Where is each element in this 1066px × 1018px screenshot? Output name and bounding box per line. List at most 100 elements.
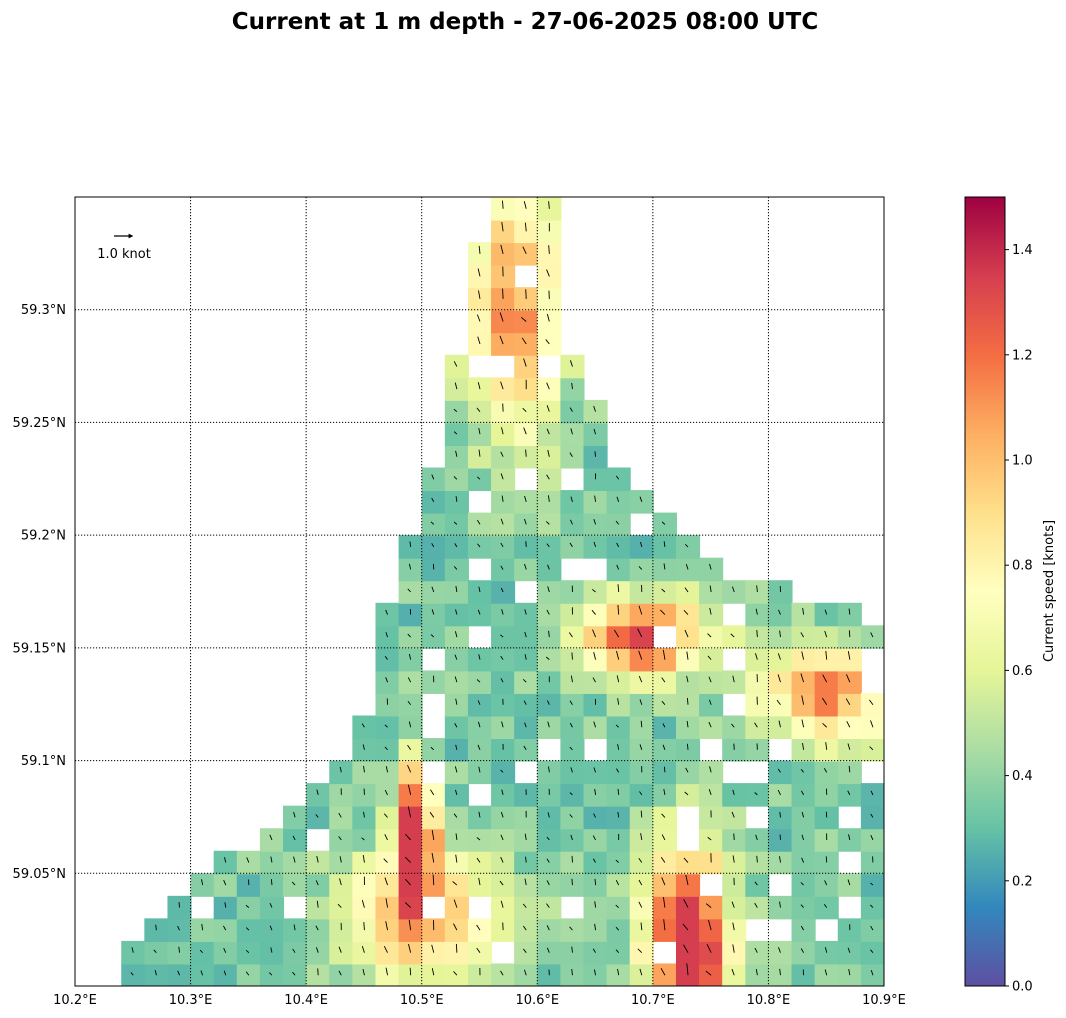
current-arrow — [453, 521, 458, 525]
current-arrow — [500, 381, 504, 390]
current-arrow — [404, 856, 411, 863]
current-arrow — [407, 764, 412, 773]
speed-cell — [352, 805, 377, 830]
speed-cell — [352, 850, 377, 875]
current-arrow — [707, 836, 712, 841]
current-arrow — [293, 856, 296, 863]
current-arrow — [684, 791, 689, 796]
current-arrow — [501, 789, 504, 796]
current-arrow — [615, 926, 620, 931]
current-arrow — [754, 902, 758, 908]
current-arrow — [569, 792, 573, 796]
current-arrow — [661, 834, 666, 841]
current-arrows — [130, 200, 874, 976]
current-arrow — [384, 655, 388, 660]
current-arrow — [384, 746, 388, 751]
current-arrow — [663, 541, 666, 547]
speed-cell — [444, 670, 469, 694]
colorbar-tick-label: 1.4 — [1012, 243, 1033, 258]
current-arrow — [384, 724, 388, 728]
speed-cell — [398, 850, 423, 875]
current-arrow — [453, 971, 458, 976]
current-arrow — [637, 948, 643, 954]
current-arrow — [546, 428, 550, 435]
current-arrow — [825, 650, 828, 660]
current-arrow — [546, 543, 550, 548]
current-arrow — [455, 585, 458, 593]
current-arrow — [571, 652, 573, 660]
current-arrow — [477, 519, 481, 525]
current-arrow — [661, 877, 666, 886]
current-arrow — [870, 882, 874, 886]
current-arrow — [407, 588, 411, 593]
current-arrow — [316, 947, 319, 953]
current-arrow — [269, 925, 273, 931]
current-arrow — [177, 925, 180, 931]
current-arrow — [545, 339, 550, 345]
y-tick-label: 59.2°N — [21, 529, 66, 544]
current-arrow — [615, 904, 619, 908]
current-arrow — [870, 632, 874, 638]
current-arrow — [454, 382, 458, 390]
plot-frame — [74, 196, 885, 987]
current-arrow — [684, 587, 689, 593]
current-arrow — [338, 836, 342, 841]
current-arrow — [778, 720, 781, 728]
x-tick-label: 10.6°E — [515, 993, 559, 1008]
current-arrow — [339, 766, 342, 773]
current-arrow — [662, 649, 666, 660]
current-arrow — [407, 633, 411, 638]
speed-cell — [398, 963, 423, 986]
current-arrow — [405, 833, 411, 841]
current-arrow — [640, 922, 643, 931]
current-arrow — [824, 609, 828, 615]
speed-cell — [398, 692, 423, 717]
current-arrow — [870, 720, 874, 728]
current-arrow — [500, 970, 504, 976]
current-arrow — [638, 901, 643, 908]
current-arrow — [430, 521, 435, 525]
current-arrow — [500, 518, 504, 525]
current-arrow — [754, 947, 758, 953]
current-arrow — [430, 634, 435, 638]
speed-cell — [444, 940, 469, 965]
current-arrow — [431, 968, 435, 976]
current-arrow — [846, 721, 851, 728]
current-arrow — [847, 947, 851, 953]
current-arrow — [870, 970, 874, 976]
current-arrow — [546, 858, 550, 863]
current-arrow — [640, 810, 643, 818]
current-arrow — [131, 947, 134, 953]
current-arrow — [707, 633, 712, 638]
current-arrow — [362, 968, 365, 976]
current-arrow — [431, 852, 435, 863]
current-arrow — [316, 789, 319, 795]
current-arrow — [545, 656, 550, 660]
current-arrow — [454, 766, 458, 773]
current-arrow — [476, 679, 481, 683]
current-arrow — [708, 721, 712, 728]
current-arrow — [524, 878, 527, 886]
current-arrow — [500, 655, 504, 660]
current-arrow — [547, 721, 550, 728]
current-arrow — [800, 882, 804, 886]
current-arrow — [594, 878, 597, 886]
current-arrow — [522, 407, 527, 412]
current-arrow — [592, 835, 596, 841]
current-arrow — [615, 724, 619, 728]
current-arrow — [613, 629, 620, 638]
current-arrow — [339, 856, 342, 863]
current-arrow — [848, 608, 851, 615]
current-arrow — [732, 922, 735, 931]
current-arrow — [708, 919, 712, 931]
current-arrow — [338, 970, 342, 976]
current-arrow — [616, 675, 620, 683]
current-arrow — [709, 585, 712, 593]
current-arrow — [453, 813, 458, 818]
current-arrow — [478, 721, 481, 728]
y-tick-label: 59.05°N — [13, 867, 66, 882]
current-arrow — [502, 288, 504, 299]
current-arrow — [200, 970, 204, 976]
y-tick-label: 59.3°N — [21, 303, 66, 318]
current-arrow — [845, 698, 851, 705]
